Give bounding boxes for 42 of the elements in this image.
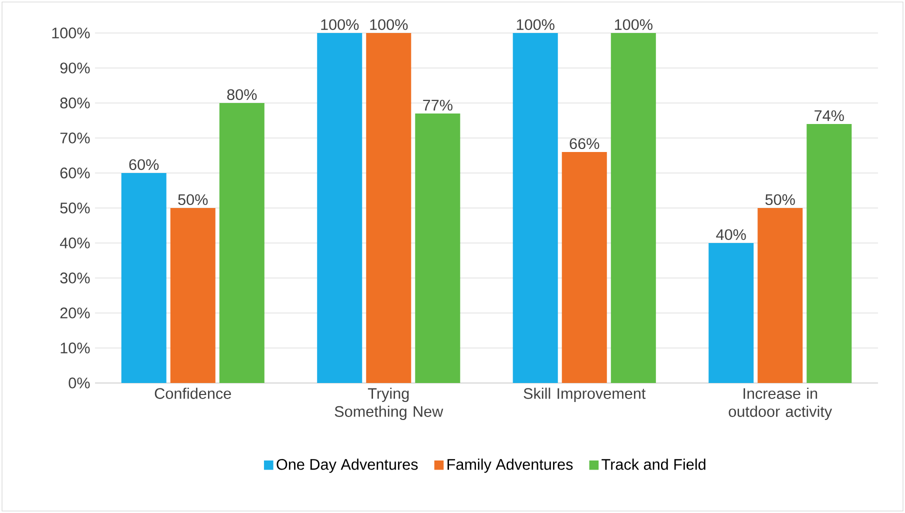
y-tick-label: 30% — [60, 272, 90, 284]
bar — [758, 208, 803, 383]
data-label: 100% — [614, 19, 652, 30]
legend-label: Family Adventures — [448, 458, 573, 473]
y-tick-label: 0% — [68, 378, 90, 388]
bar — [366, 32, 412, 383]
y-tick-label: 40% — [60, 238, 90, 248]
x-tick-label: Confidence — [154, 388, 231, 399]
y-tick-label: 60% — [60, 168, 90, 178]
data-label: 50% — [178, 194, 208, 206]
bar — [610, 32, 656, 383]
bar — [708, 242, 754, 383]
bar — [170, 208, 216, 383]
legend-label: Track and Field — [602, 458, 706, 470]
x-tick-label: Trying Something New — [334, 388, 444, 420]
y-tick-label: 20% — [60, 308, 90, 318]
y-tick-label: 10% — [60, 342, 90, 354]
data-label: 74% — [814, 110, 844, 122]
data-label: 66% — [570, 138, 600, 150]
y-tick-label: 90% — [60, 62, 90, 74]
data-label: 77% — [423, 100, 452, 111]
data-label: 100% — [321, 19, 359, 30]
data-label: 60% — [129, 159, 159, 170]
y-tick-label: 50% — [60, 202, 90, 214]
x-tick-label: Skill Improvement — [524, 388, 646, 402]
legend-label: One Day Adventures — [276, 458, 418, 473]
data-label: 100% — [370, 19, 408, 30]
data-label: 50% — [765, 194, 795, 206]
y-tick-label: 80% — [60, 98, 90, 108]
bar — [219, 102, 264, 383]
bar — [317, 32, 362, 383]
y-tick-label: 70% — [60, 132, 90, 144]
data-label: 100% — [516, 19, 554, 30]
bar — [415, 113, 460, 383]
x-tick-label: Increase in outdoor activity — [728, 388, 832, 420]
bar — [806, 124, 852, 383]
bar — [562, 152, 607, 383]
bar — [512, 32, 558, 383]
y-tick-label: 100% — [52, 28, 90, 38]
data-label: 80% — [227, 89, 257, 100]
bar — [121, 172, 166, 383]
data-label: 40% — [716, 229, 746, 240]
